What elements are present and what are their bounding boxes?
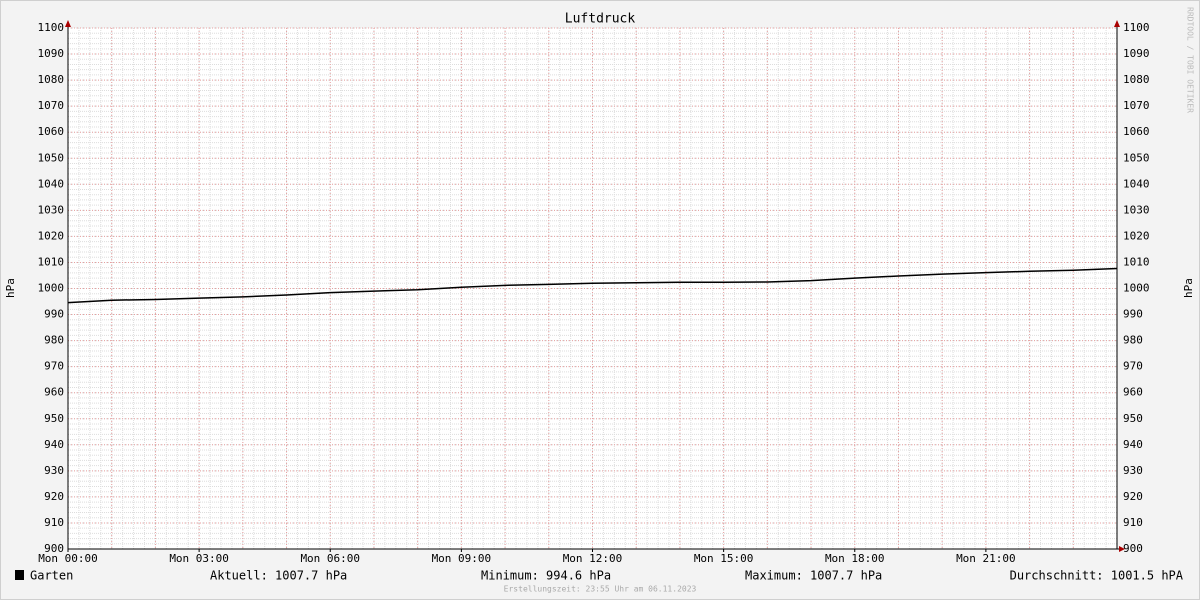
y2-tick-label: 940 (1123, 438, 1143, 451)
stat: Maximum: 1007.7 hPa (745, 569, 882, 583)
y-tick-label: 940 (44, 438, 64, 451)
y-tick-label: 920 (44, 490, 64, 503)
footer: Erstellungszeit: 23:55 Uhr am 06.11.2023 (504, 585, 697, 594)
y2-tick-label: 1100 (1123, 21, 1150, 34)
stat: Durchschnitt: 1001.5 hPA (1010, 569, 1184, 583)
x-tick-label: Mon 18:00 (825, 552, 885, 565)
x-tick-label: Mon 03:00 (169, 552, 229, 565)
y-tick-label: 1060 (38, 125, 65, 138)
y-tick-label: 900 (44, 542, 64, 555)
y-tick-label: 980 (44, 334, 64, 347)
y-tick-label: 1030 (38, 203, 65, 216)
chart-title: Luftdruck (565, 12, 636, 27)
y2-tick-label: 1050 (1123, 151, 1150, 164)
arrow (1119, 546, 1125, 552)
arrow (65, 20, 71, 27)
line (67, 267, 1118, 304)
y2-tick-label: 1040 (1123, 177, 1150, 190)
x-tick-label: Mon 12:00 (563, 552, 623, 565)
y2-tick-label: 970 (1123, 360, 1143, 373)
y2-tick-label: 990 (1123, 308, 1143, 321)
y2-tick-label: 960 (1123, 386, 1143, 399)
y2-tick-label: 950 (1123, 412, 1143, 425)
legend-swatch (15, 570, 24, 580)
y2-tick-label: 1030 (1123, 203, 1150, 216)
y2-tick-label: 1080 (1123, 73, 1150, 86)
x-tick-label: Mon 00:00 (38, 552, 98, 565)
y2-tick-label: 1060 (1123, 125, 1150, 138)
y2-tick-label: 900 (1123, 542, 1143, 555)
y-tick-label: 1100 (38, 21, 65, 34)
legend-label: Garten (30, 569, 73, 583)
marks (67, 267, 1118, 304)
arrow (1114, 20, 1120, 27)
stat: Minimum: 994.6 hPa (481, 569, 611, 583)
y-axis-label: hPa (4, 278, 17, 298)
watermark: RRDTOOL / TOBI OETIKER (1186, 7, 1195, 113)
y-tick-label: 1010 (38, 255, 65, 268)
y2-tick-label: 920 (1123, 490, 1143, 503)
y-tick-label: 1080 (38, 73, 65, 86)
y2-tick-label: 930 (1123, 464, 1143, 477)
y-tick-label: 1020 (38, 229, 65, 242)
y-tick-label: 970 (44, 360, 64, 373)
y-tick-label: 950 (44, 412, 64, 425)
y2-tick-label: 1070 (1123, 99, 1150, 112)
y-tick-label: 1050 (38, 151, 65, 164)
y2-tick-label: 1010 (1123, 255, 1150, 268)
y-tick-label: 960 (44, 386, 64, 399)
y-tick-label: 990 (44, 308, 64, 321)
y2-tick-label: 1090 (1123, 47, 1150, 60)
y-tick-label: 1090 (38, 47, 65, 60)
y2-axis-label: hPa (1182, 278, 1195, 298)
stat: Aktuell: 1007.7 hPa (210, 569, 347, 583)
y-tick-label: 1040 (38, 177, 65, 190)
y-tick-label: 930 (44, 464, 64, 477)
x-tick-label: Mon 21:00 (956, 552, 1016, 565)
x-tick-label: Mon 09:00 (432, 552, 492, 565)
x-tick-label: Mon 06:00 (300, 552, 360, 565)
y-tick-label: 910 (44, 516, 64, 529)
y2-tick-label: 1000 (1123, 282, 1150, 295)
y2-tick-label: 980 (1123, 334, 1143, 347)
y2-tick-label: 910 (1123, 516, 1143, 529)
y-tick-label: 1000 (38, 282, 65, 295)
x-tick-label: Mon 15:00 (694, 552, 754, 565)
grid (67, 27, 1118, 550)
y2-tick-label: 1020 (1123, 229, 1150, 242)
y-tick-label: 1070 (38, 99, 65, 112)
